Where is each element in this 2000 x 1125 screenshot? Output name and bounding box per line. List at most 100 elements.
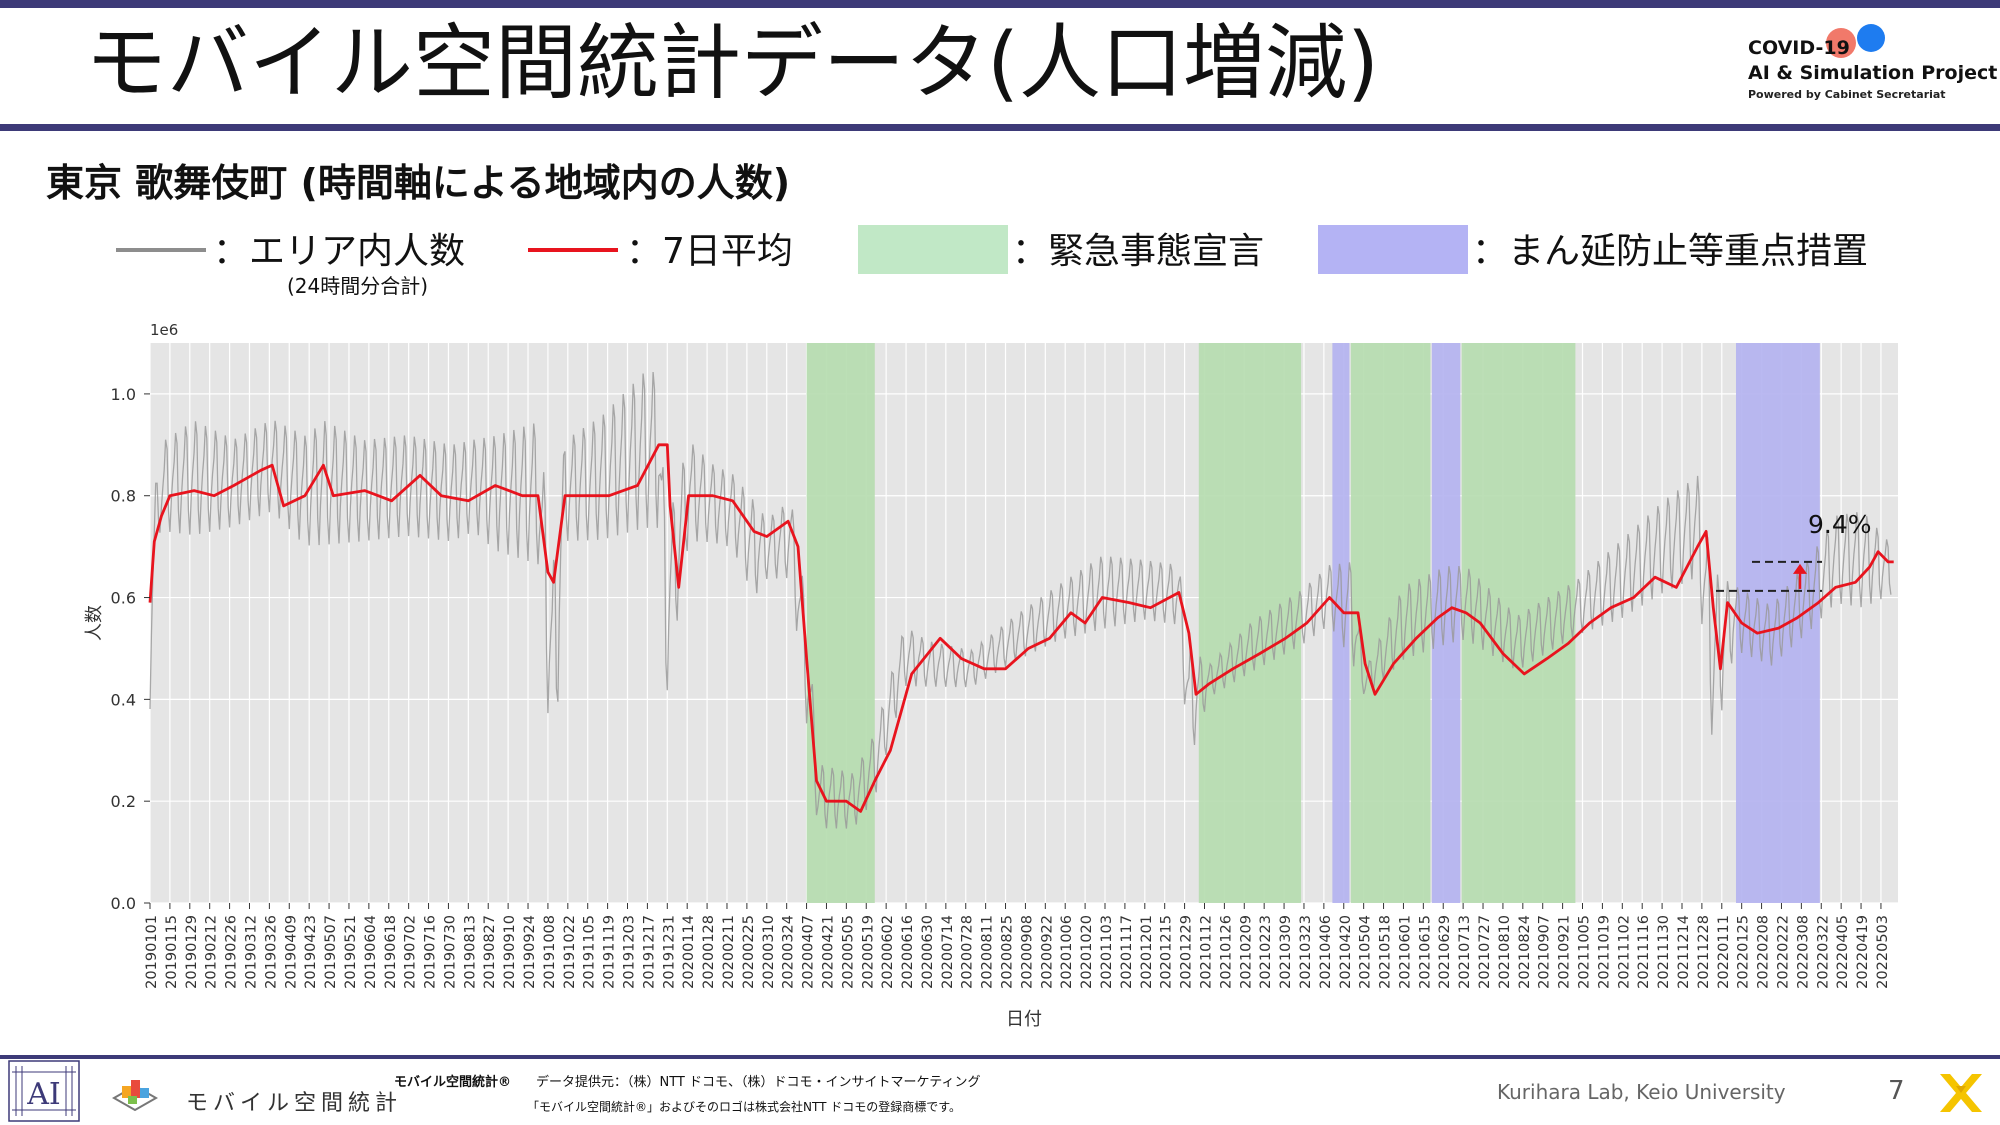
x-tick-label: 20210420 [1338, 915, 1354, 989]
y-axis-label: 人数 [84, 605, 105, 641]
x-tick-label: 20200324 [781, 915, 797, 989]
footer-brand: モバイル空間統計 [186, 1091, 403, 1116]
legend-swatch-daily [116, 248, 206, 252]
logo-line-3: Powered by Cabinet Secretariat [1748, 88, 1946, 101]
y-tick-label: 0.0 [111, 894, 136, 913]
logo-line-1: COVID-19 [1748, 37, 1850, 59]
emergency-period-band [1198, 343, 1302, 903]
x-tick-label: 20201201 [1139, 915, 1155, 989]
x-tick-label: 20210223 [1258, 915, 1274, 989]
header-divider [0, 124, 2000, 131]
x-tick-label: 20191105 [582, 915, 598, 989]
x-tick-label: 20200602 [880, 915, 896, 989]
x-tick-label: 20211102 [1616, 915, 1632, 989]
legend-swatch-manen [1318, 225, 1468, 274]
series-daily-line [149, 371, 1892, 829]
footer-provider: データ提供元：（株）NTT ドコモ、（株）ドコモ・インサイトマーケティング [536, 1075, 981, 1090]
lab-credit: Kurihara Lab, Keio University [1497, 1080, 1786, 1104]
x-tick-label: 20200128 [701, 915, 717, 989]
x-tick-label: 20190827 [482, 915, 498, 989]
x-tick-label: 20190716 [423, 915, 439, 989]
legend-note-daily: (24時間分合計) [287, 274, 429, 298]
manen-period-band [1735, 343, 1820, 903]
series-avg7-line [148, 443, 1894, 813]
x-tick-label: 20200714 [940, 915, 956, 989]
svg-text:AI: AI [26, 1077, 61, 1112]
x-tick-label: 20190129 [184, 915, 200, 989]
x-tick-label: 20201229 [1179, 915, 1195, 989]
x-tick-label: 20190507 [323, 915, 339, 989]
x-tick-label: 20200908 [1019, 915, 1035, 989]
x-tick-label: 20210309 [1278, 915, 1294, 989]
x-tick-label: 20200825 [1000, 915, 1016, 989]
x-tick-label: 20200728 [960, 915, 976, 989]
x-tick-label: 20201117 [1119, 915, 1135, 989]
x-tick-label: 20220125 [1736, 915, 1752, 989]
x-tick-label: 20191231 [661, 915, 677, 989]
x-tick-label: 20210126 [1218, 915, 1234, 989]
x-tick-label: 20200421 [821, 915, 837, 989]
x-tick-label: 20200922 [1039, 915, 1055, 989]
x-tick-label: 20210209 [1238, 915, 1254, 989]
legend-swatch-avg7 [528, 248, 618, 252]
x-tick-label: 20200630 [920, 915, 936, 989]
logo-dot-icon [1857, 24, 1885, 52]
x-tick-label: 20190730 [442, 915, 458, 989]
y-tick-label: 0.8 [111, 487, 136, 506]
x-tick-label: 20210810 [1497, 915, 1513, 989]
x-tick-label: 20220111 [1716, 915, 1732, 989]
x-tick-label: 20211019 [1596, 915, 1612, 989]
logo-dot-icon [1826, 28, 1856, 58]
x-tick-label: 20200407 [801, 915, 817, 989]
logo-line-2: AI & Simulation Project [1748, 62, 1998, 84]
x-tick-label: 20190618 [383, 915, 399, 989]
x-tick-label: 20191119 [602, 915, 618, 989]
x-tick-label: 20220222 [1776, 915, 1792, 989]
x-tick-label: 20200114 [681, 915, 697, 989]
y-tick-label: 0.2 [111, 792, 136, 811]
slide-title: モバイル空間統計データ(人口増減) [85, 16, 1379, 111]
x-tick-label: 20211116 [1636, 915, 1652, 989]
x-tick-label: 20220503 [1875, 915, 1891, 989]
legend-label-avg7: ：7日平均 [626, 231, 793, 272]
y-tick-label: 1.0 [111, 385, 136, 404]
x-tick-label: 20200811 [980, 915, 996, 989]
x-tick-label: 20210629 [1437, 915, 1453, 989]
x-tick-label: 20211005 [1577, 915, 1593, 989]
x-tick-label: 20200211 [721, 915, 737, 989]
ai-logo-icon: AI [8, 1060, 80, 1122]
annotation-label: 9.4% [1808, 510, 1872, 539]
footer-registered: モバイル空間統計® [394, 1075, 512, 1090]
footer-trademark: 「モバイル空間統計®」およびそのロゴは株式会社NTT ドコモの登録商標です。 [527, 1100, 962, 1114]
x-tick-label: 20190423 [303, 915, 319, 989]
y-tick-label: 0.4 [111, 690, 136, 709]
x-tick-label: 20190212 [204, 915, 220, 989]
legend-label-emergency: ：緊急事態宣言 [1012, 231, 1265, 272]
x-tick-label: 20201006 [1059, 915, 1075, 989]
manen-period-band [1332, 343, 1350, 903]
x-tick-label: 20201103 [1099, 915, 1115, 989]
x-tick-label: 20210921 [1557, 915, 1573, 989]
x-axis-label: 日付 [1006, 1009, 1042, 1030]
x-tick-label: 20190115 [164, 915, 180, 989]
chart-subtitle: 東京 歌舞伎町 (時間軸による地域内の人数) [46, 161, 791, 205]
header-top-bar [0, 0, 2000, 8]
x-tick-label: 20211228 [1696, 915, 1712, 989]
x-tick-label: 20210112 [1199, 915, 1215, 989]
x-tick-label: 20210323 [1298, 915, 1314, 989]
x-tick-label: 20220419 [1855, 915, 1871, 989]
x-tick-label: 20210504 [1358, 915, 1374, 989]
x-tick-label: 20190813 [462, 915, 478, 989]
x-tick-label: 20210713 [1457, 915, 1473, 989]
x-tick-label: 20200519 [860, 915, 876, 989]
legend-label-daily: ：エリア内人数 [213, 231, 466, 272]
x-tick-label: 20200505 [840, 915, 856, 989]
x-tick-label: 20220405 [1835, 915, 1851, 989]
x-tick-label: 20210518 [1378, 915, 1394, 989]
x-tick-label: 20190521 [343, 915, 359, 989]
x-tick-label: 20191008 [542, 915, 558, 989]
x-tick-label: 20220308 [1795, 915, 1811, 989]
x-tick-label: 20210615 [1417, 915, 1433, 989]
x-tick-label: 20190702 [403, 915, 419, 989]
